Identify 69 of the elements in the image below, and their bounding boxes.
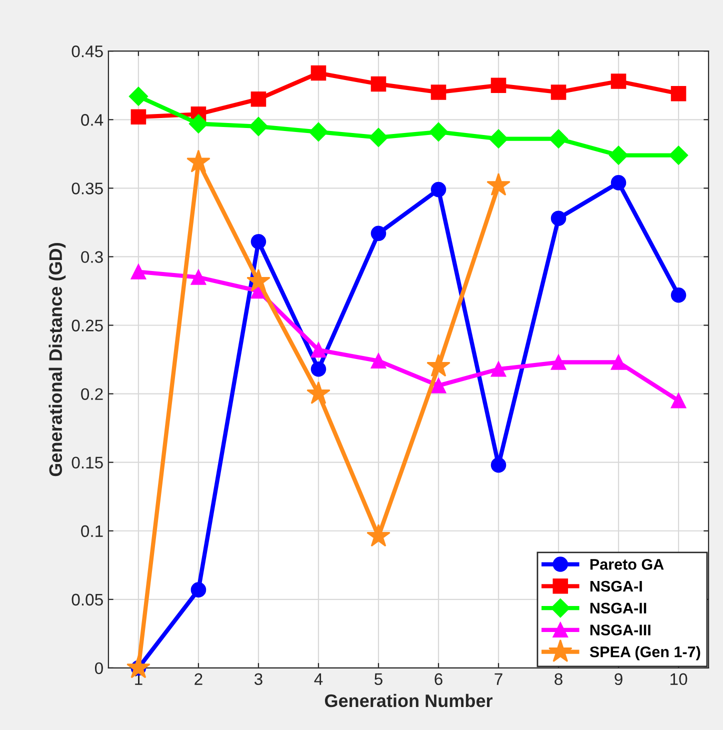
point [608,146,628,165]
point [490,78,506,94]
point [366,524,390,547]
point [310,65,326,81]
legend-label: Pareto GA [590,558,664,570]
point [306,381,330,404]
point [310,361,326,377]
x-tick-label: 10 [670,673,688,686]
y-tick-label: 0.2 [81,388,103,400]
point [430,378,446,394]
point [186,150,210,172]
point [426,354,450,377]
legend-label: NSGA-I [590,580,642,592]
x-tick-label: 3 [254,673,262,686]
point [370,226,386,242]
point [488,129,508,148]
point [250,91,266,107]
point [670,287,686,303]
point [310,342,326,358]
point [248,116,268,136]
y-tick-label: 0.35 [72,182,103,194]
legend-label: SPEA (Gen 1-7) [590,646,700,660]
point [610,175,626,190]
point [308,122,328,142]
y-tick-label: 0.45 [72,46,103,58]
y-tick-label: 0.15 [72,456,103,469]
point [128,86,148,106]
y-tick-label: 0.3 [81,251,103,263]
point [610,354,626,370]
point [550,210,566,226]
point [430,182,446,198]
point [550,354,566,370]
y-axis-title: Generational Distance (GD) [48,243,66,476]
point [430,84,446,100]
point [130,109,146,125]
point [188,114,208,134]
x-tick-label: 2 [194,673,202,685]
point [370,353,386,369]
y-tick-label: 0.05 [72,594,103,606]
point [368,128,388,147]
point [669,146,688,165]
y-tick-label: 0.1 [81,525,103,538]
point [246,268,270,292]
point [490,457,506,473]
point [670,393,686,408]
y-tick-label: 0 [94,662,103,674]
legend-label: NSGA-III [590,624,650,636]
point [670,86,686,102]
x-tick-label: 5 [374,673,382,686]
point [550,84,566,100]
x-tick-label: 4 [314,673,323,685]
legend-label: NSGA-II [590,602,646,614]
point [486,172,510,196]
point [250,234,266,250]
y-tick-label: 0.25 [72,320,103,332]
point [190,582,206,598]
x-tick-label: 6 [434,673,442,686]
y-tick-label: 0.4 [81,114,104,126]
x-tick-label: 9 [614,673,622,686]
point [190,270,206,285]
x-tick-label: 8 [554,673,562,686]
x-tick-label: 7 [494,673,502,685]
point [490,361,506,377]
point [548,129,568,148]
point [370,76,386,92]
x-axis-title: Generation Number [324,694,492,708]
point [130,264,146,280]
point [610,74,626,89]
point [428,122,448,142]
